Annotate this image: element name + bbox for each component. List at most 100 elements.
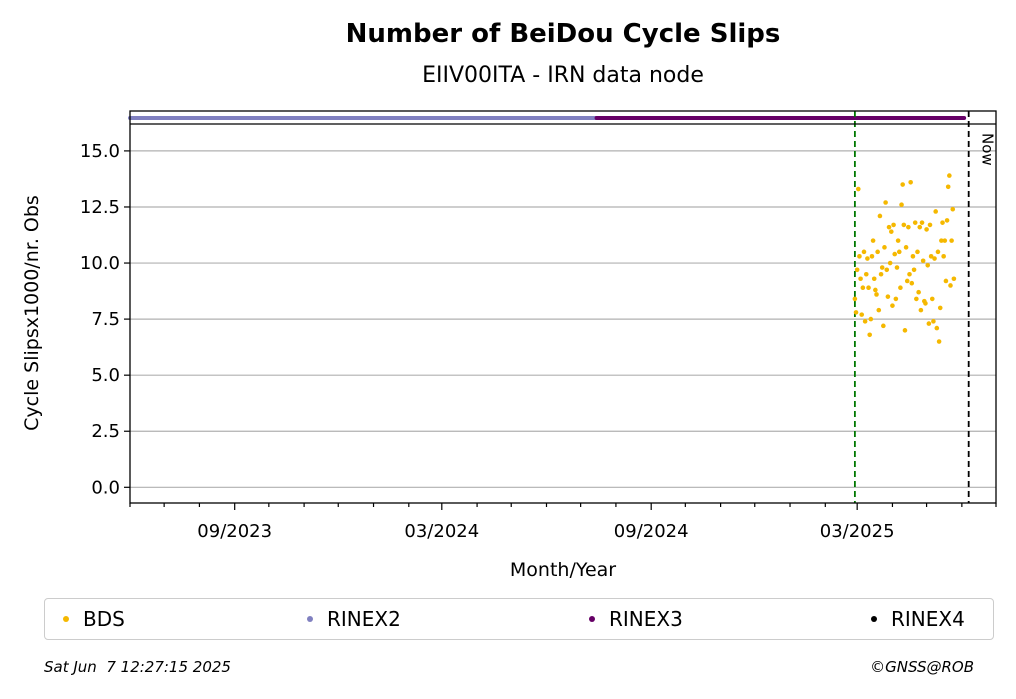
legend-item-rinex2: RINEX2 <box>307 599 401 639</box>
legend-label-rinex4: RINEX4 <box>891 607 965 631</box>
data-point <box>910 254 916 259</box>
data-point <box>856 186 861 192</box>
data-point <box>890 303 895 308</box>
data-point <box>925 262 931 268</box>
data-point <box>944 218 950 223</box>
data-point <box>854 267 860 273</box>
data-point <box>936 339 942 344</box>
y-axis-ticks: 0.0 2.5 5.0 7.5 10.0 12.5 15.0 <box>80 141 130 498</box>
data-point <box>935 249 941 255</box>
data-point <box>940 220 945 225</box>
legend: BDS RINEX2 RINEX3 RINEX4 <box>44 598 994 640</box>
data-point <box>920 258 926 264</box>
data-point <box>866 285 871 291</box>
legend-label-rinex2: RINEX2 <box>327 607 401 631</box>
data-point <box>899 202 904 208</box>
data-point <box>877 213 883 219</box>
data-point <box>865 256 870 261</box>
data-point <box>931 319 936 324</box>
vertical-markers: Now <box>853 111 997 503</box>
data-point <box>917 224 923 230</box>
data-point <box>900 182 905 187</box>
x-tick-label: 09/2024 <box>614 521 689 542</box>
data-point <box>939 238 944 243</box>
data-point <box>891 222 896 228</box>
data-point <box>875 249 880 255</box>
data-point <box>951 276 957 282</box>
data-points <box>852 173 957 344</box>
data-point <box>869 254 875 259</box>
data-point <box>901 222 907 228</box>
data-point <box>911 267 917 273</box>
legend-item-rinex3: RINEX3 <box>589 599 683 639</box>
data-point <box>885 294 891 299</box>
data-point <box>908 180 913 185</box>
data-point <box>874 292 879 297</box>
y-tick-label: 5.0 <box>91 365 120 386</box>
x-tick-label: 09/2023 <box>197 521 272 542</box>
y-tick-label: 12.5 <box>80 197 120 218</box>
data-point <box>928 254 934 259</box>
plot-frame <box>129 110 997 504</box>
footer-timestamp: Sat Jun 7 12:27:15 2025 <box>44 658 231 676</box>
data-point <box>902 328 908 333</box>
data-point <box>937 305 943 311</box>
data-point <box>881 323 886 329</box>
chart-subtitle: EIIV00ITA - IRN data node <box>422 63 704 88</box>
legend-item-bds: BDS <box>63 599 125 639</box>
data-point <box>942 238 948 243</box>
data-point <box>889 229 894 234</box>
data-point <box>914 296 919 302</box>
data-point <box>896 249 902 255</box>
data-point <box>860 285 866 291</box>
y-tick-label: 2.5 <box>91 421 120 442</box>
data-point <box>886 224 892 230</box>
data-point <box>947 173 952 178</box>
x-tick-label: 03/2024 <box>404 521 479 542</box>
legend-label-rinex3: RINEX3 <box>609 607 683 631</box>
data-point <box>945 184 951 190</box>
legend-item-rinex4: RINEX4 <box>871 599 965 639</box>
data-point <box>943 278 949 284</box>
data-point <box>867 332 872 338</box>
y-tick-label: 15.0 <box>80 141 120 162</box>
data-point <box>949 238 954 243</box>
y-tick-label: 0.0 <box>91 477 120 498</box>
data-point <box>858 276 863 282</box>
now-label: Now <box>979 133 997 166</box>
data-point <box>932 256 937 261</box>
data-point <box>924 227 929 232</box>
data-point <box>895 238 901 243</box>
data-point <box>948 283 953 288</box>
data-point <box>919 220 925 225</box>
legend-label-bds: BDS <box>83 607 125 631</box>
data-point <box>878 271 884 277</box>
legend-marker-rinex3 <box>589 616 595 622</box>
data-point <box>870 238 876 243</box>
data-point <box>853 310 859 315</box>
data-point <box>929 296 935 302</box>
legend-marker-rinex2 <box>307 616 313 622</box>
data-point <box>857 254 862 259</box>
legend-marker-rinex4 <box>871 616 877 622</box>
data-point <box>904 278 910 284</box>
data-point <box>879 265 885 270</box>
data-point <box>882 245 887 250</box>
data-point <box>916 289 921 295</box>
data-point <box>927 222 933 228</box>
x-axis-ticks: 09/2023 03/2024 09/2024 03/2025 <box>129 503 997 542</box>
data-point <box>950 206 956 212</box>
data-point <box>934 325 940 331</box>
data-point <box>915 249 920 255</box>
data-point <box>893 296 899 302</box>
data-point <box>903 245 909 250</box>
data-point <box>933 209 938 214</box>
data-point <box>898 285 903 291</box>
data-point <box>894 265 900 270</box>
y-tick-label: 10.0 <box>80 253 120 274</box>
data-point <box>906 224 911 230</box>
data-point <box>883 200 888 205</box>
data-point <box>852 296 858 302</box>
footer-credit: ©GNSS@ROB <box>870 658 974 676</box>
grid-lines <box>130 150 996 488</box>
